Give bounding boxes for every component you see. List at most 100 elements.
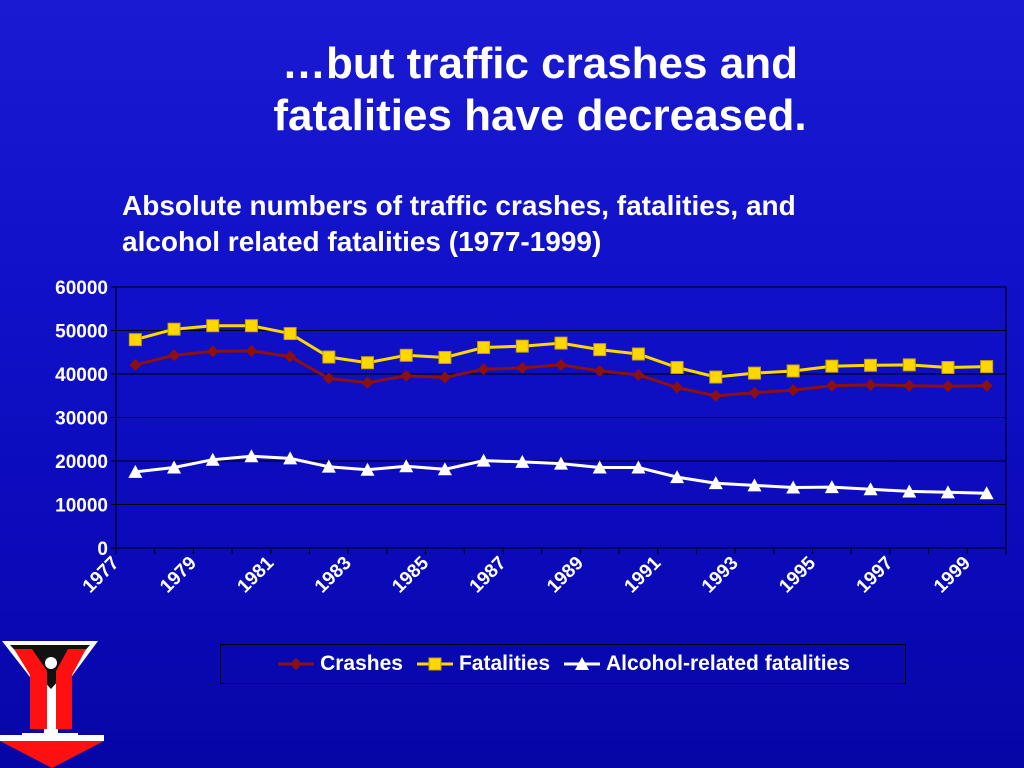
data-point-fatalities: [515, 339, 529, 353]
data-point-fatalities: [438, 350, 452, 364]
legend-alcohol-triangle-icon: [564, 657, 601, 670]
x-tick-label: 1983: [311, 553, 356, 598]
data-point-crashes: [941, 380, 954, 393]
data-point-fatalities: [980, 360, 994, 374]
data-point-alcohol: [205, 452, 220, 466]
data-point-alcohol: [554, 456, 568, 470]
data-point-alcohol: [786, 480, 801, 494]
data-point-crashes: [748, 386, 761, 399]
data-point-crashes: [555, 358, 567, 371]
slide-title-line1: …but traffic crashes and: [282, 39, 798, 88]
x-tick-label: 1995: [775, 552, 820, 597]
data-point-fatalities: [128, 333, 142, 347]
data-point-fatalities: [786, 364, 800, 378]
data-point-fatalities: [593, 343, 607, 357]
slide-title: …but traffic crashes and fatalities have…: [140, 38, 940, 142]
data-point-alcohol: [747, 478, 762, 492]
legend-item-alcohol: Alcohol-related fatalities: [562, 652, 850, 676]
chart-title: Absolute numbers of traffic crashes, fat…: [122, 188, 982, 260]
data-point-crashes: [980, 379, 993, 392]
data-point-alcohol: [321, 459, 336, 473]
x-tick-label: 1999: [930, 553, 975, 598]
data-point-crashes: [168, 349, 181, 362]
chart-title-line2: alcohol related fatalities (1977-1999): [122, 226, 602, 257]
chart-legend: Crashes Fatalities Alcohol-related fatal…: [220, 644, 906, 684]
data-point-fatalities: [902, 358, 916, 372]
data-point-fatalities: [709, 370, 723, 384]
data-point-crashes: [593, 364, 606, 377]
legend-fatalities-square-icon: [416, 657, 453, 671]
data-point-fatalities: [167, 322, 181, 336]
data-point-alcohol: [824, 480, 839, 494]
data-point-crashes: [709, 389, 722, 402]
legend-label-crashes: Crashes: [320, 652, 403, 675]
data-point-alcohol: [476, 453, 491, 467]
y-tick-label: 30000: [55, 409, 108, 430]
x-tick-label: 1981: [234, 552, 279, 597]
data-point-crashes: [400, 369, 413, 382]
data-point-crashes: [284, 350, 297, 363]
data-point-fatalities: [941, 360, 955, 374]
data-point-alcohol: [708, 476, 723, 490]
line-chart: 0 10000 20000 30000 40000 50000 60000 1977 1979 1…: [55, 278, 1007, 598]
y-tick-label: 60000: [55, 278, 108, 299]
y-tick-label: 20000: [55, 452, 108, 473]
x-tick-label: 1989: [543, 553, 588, 598]
data-point-fatalities: [477, 340, 491, 354]
data-point-crashes: [477, 363, 490, 376]
data-point-crashes: [129, 358, 142, 371]
data-point-alcohol: [670, 470, 685, 484]
x-tick-label: 1985: [388, 552, 433, 597]
data-point-alcohol: [244, 449, 259, 463]
legend-label-fatalities: Fatalities: [458, 652, 551, 675]
data-point-fatalities: [670, 360, 684, 374]
x-tick-label: 1977: [79, 553, 124, 598]
x-tick-label: 1993: [698, 553, 743, 598]
data-point-fatalities: [206, 319, 220, 333]
x-tick-label: 1997: [853, 553, 898, 598]
data-point-alcohol: [128, 464, 143, 478]
data-point-alcohol: [902, 484, 917, 498]
data-point-alcohol: [399, 459, 414, 473]
data-point-crashes: [438, 371, 451, 384]
data-point-alcohol: [515, 454, 530, 468]
legend-item-fatalities: Fatalities: [415, 652, 550, 676]
martini-glass-logo-icon: [0, 641, 104, 768]
x-tick-label: 1979: [156, 553, 201, 598]
data-point-alcohol: [360, 462, 375, 476]
data-point-fatalities: [283, 327, 297, 341]
data-point-alcohol: [167, 460, 182, 474]
data-point-alcohol: [979, 486, 994, 500]
data-point-fatalities: [747, 366, 761, 380]
data-point-crashes: [825, 379, 838, 392]
data-point-crashes: [903, 379, 916, 392]
data-point-fatalities: [322, 350, 336, 364]
data-point-fatalities: [244, 319, 258, 333]
y-tick-label: 0: [97, 539, 108, 560]
y-tick-label: 10000: [55, 496, 108, 517]
data-point-fatalities: [631, 347, 645, 361]
data-point-alcohol: [592, 460, 607, 474]
data-point-alcohol: [940, 485, 955, 499]
data-point-crashes: [206, 345, 219, 358]
data-point-fatalities: [825, 359, 839, 373]
legend-item-crashes: Crashes: [276, 652, 403, 676]
x-tick-label: 1987: [466, 553, 511, 598]
data-point-crashes: [361, 376, 374, 389]
data-point-crashes: [516, 361, 529, 374]
y-tick-label: 50000: [55, 322, 108, 343]
data-point-alcohol: [631, 460, 646, 474]
data-point-crashes: [864, 378, 877, 391]
series-line-0: [134, 349, 987, 398]
legend-label-alcohol: Alcohol-related fatalities: [606, 652, 850, 675]
data-point-crashes: [632, 368, 645, 381]
data-point-fatalities: [399, 348, 413, 362]
data-point-alcohol: [283, 451, 298, 465]
chart-title-line1: Absolute numbers of traffic crashes, fat…: [122, 190, 796, 221]
data-point-crashes: [671, 381, 684, 394]
data-point-alcohol: [437, 462, 452, 476]
slide-title-line2: fatalities have decreased.: [273, 91, 807, 140]
legend-crashes-diamond-icon: [278, 658, 315, 670]
data-point-fatalities: [554, 336, 568, 350]
data-point-crashes: [322, 372, 335, 385]
